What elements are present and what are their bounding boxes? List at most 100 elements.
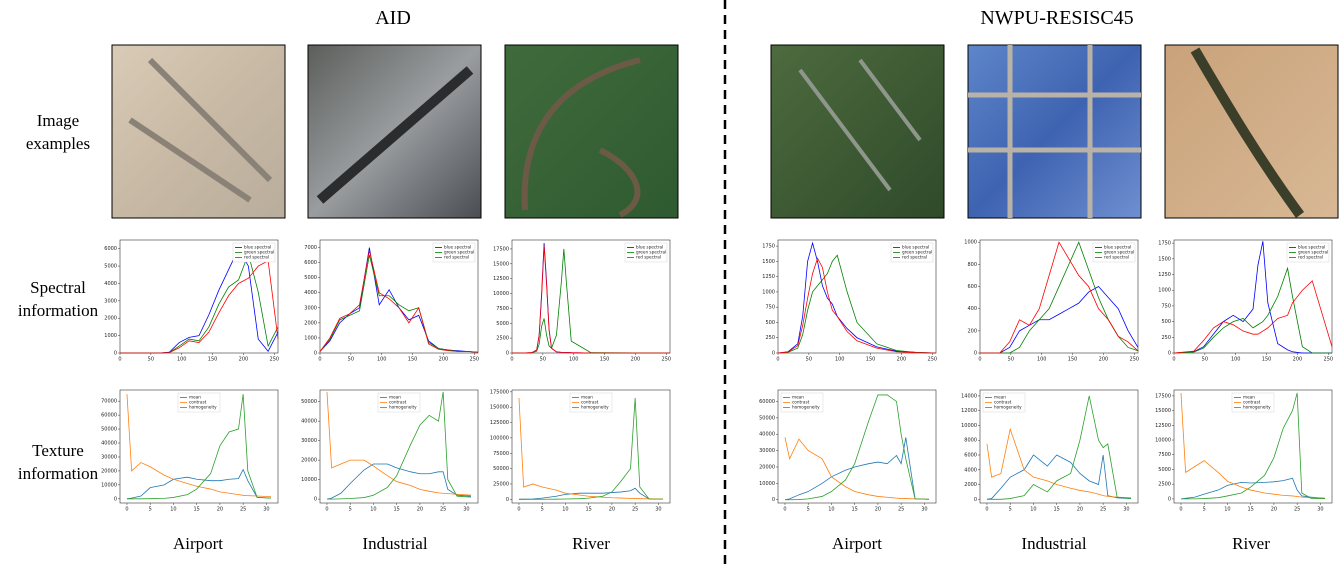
y-tick-label: 5000	[304, 275, 317, 281]
x-tick-label: 20	[1077, 507, 1083, 513]
y-tick-label: 4000	[104, 281, 117, 287]
legend-label: green spectral	[244, 250, 274, 255]
series-line	[120, 260, 279, 354]
y-tick-label: 60000	[101, 413, 117, 419]
y-tick-label: 25000	[493, 481, 509, 487]
y-tick-label: 14000	[961, 393, 977, 399]
y-tick-label: 12500	[1155, 423, 1171, 429]
x-tick-label: 15	[1053, 507, 1059, 513]
y-tick-label: 10000	[101, 482, 117, 488]
x-tick-label: 20	[217, 507, 223, 513]
y-tick-label: 0	[772, 497, 775, 503]
x-tick-label: 150	[208, 357, 218, 363]
legend-label: contrast	[792, 400, 810, 405]
series-line	[518, 487, 664, 500]
series-line	[326, 391, 472, 496]
y-tick-label: 8000	[964, 438, 977, 444]
y-tick-label: 6000	[304, 260, 317, 266]
y-tick-label: 7500	[1158, 452, 1171, 458]
legend-label: blue spectral	[444, 245, 471, 250]
y-tick-label: 0	[974, 351, 977, 357]
legend-box	[1286, 242, 1330, 263]
row-label: Image	[37, 111, 79, 130]
x-tick-label: 0	[1172, 357, 1175, 363]
y-tick-label: 1750	[1158, 241, 1171, 247]
x-tick-label: 0	[510, 357, 513, 363]
x-tick-label: 0	[125, 507, 128, 513]
y-tick-label: 600	[967, 284, 977, 290]
y-tick-label: 1500	[1158, 256, 1171, 262]
legend-box	[377, 392, 421, 413]
y-tick-label: 4000	[304, 290, 317, 296]
image-detail	[521, 57, 641, 218]
y-tick-label: 0	[114, 496, 117, 502]
x-tick-label: 30	[921, 507, 927, 513]
series-line	[980, 286, 1139, 354]
y-tick-label: 1500	[762, 259, 775, 265]
row-label: Spectral	[30, 278, 86, 297]
x-tick-label: 25	[1100, 507, 1106, 513]
dataset-title: AID	[375, 7, 411, 29]
y-tick-label: 800	[967, 262, 977, 268]
series-line	[986, 454, 1132, 500]
legend-label: red spectral	[444, 255, 469, 260]
y-tick-label: 200	[967, 328, 977, 334]
x-tick-label: 200	[1099, 357, 1109, 363]
series-line	[1180, 392, 1326, 500]
x-tick-label: 250	[662, 357, 672, 363]
legend-label: green spectral	[1104, 250, 1134, 255]
x-tick-label: 10	[170, 507, 176, 513]
y-tick-label: 50000	[759, 415, 775, 421]
legend-box	[232, 242, 276, 263]
series-line	[126, 394, 272, 498]
image-detail	[1190, 47, 1305, 218]
legend-label: green spectral	[902, 250, 932, 255]
x-tick-label: 0	[1179, 507, 1182, 513]
legend-label: homogeneity	[994, 405, 1022, 410]
series-line	[1173, 266, 1332, 354]
x-tick-label: 30	[1317, 507, 1323, 513]
y-tick-label: 0	[314, 497, 317, 503]
series-line	[326, 463, 472, 500]
series-line	[319, 254, 479, 353]
x-tick-label: 50	[148, 357, 154, 363]
legend-label: blue spectral	[636, 245, 663, 250]
y-tick-label: 7500	[496, 306, 509, 312]
image-detail	[316, 66, 474, 204]
x-tick-label: 20	[609, 507, 615, 513]
y-tick-label: 15000	[493, 261, 509, 267]
y-tick-label: 750	[765, 305, 775, 311]
dataset-title: NWPU-RESISC45	[980, 7, 1133, 29]
y-tick-label: 10000	[1155, 438, 1171, 444]
column-label: Airport	[832, 534, 882, 553]
x-tick-label: 150	[866, 357, 876, 363]
legend-box	[780, 392, 824, 413]
y-tick-label: 1750	[762, 244, 775, 250]
y-tick-label: 20000	[301, 458, 317, 464]
series-line	[784, 437, 930, 500]
series-line	[980, 241, 1139, 354]
y-tick-label: 500	[765, 320, 775, 326]
x-tick-label: 10	[1224, 507, 1230, 513]
image-example	[770, 44, 945, 219]
x-tick-label: 0	[325, 507, 328, 513]
row-label: information	[18, 464, 99, 483]
x-tick-label: 10	[562, 507, 568, 513]
image-examples	[111, 44, 1339, 219]
series-line	[512, 248, 671, 354]
legend-label: blue spectral	[902, 245, 929, 250]
series-line	[326, 391, 472, 500]
legend-label: contrast	[1243, 400, 1261, 405]
x-tick-label: 250	[928, 357, 938, 363]
x-tick-label: 25	[240, 507, 246, 513]
legend-label: mean	[994, 395, 1006, 400]
x-tick-label: 100	[177, 357, 187, 363]
x-tick-label: 50	[348, 357, 354, 363]
image-example	[504, 44, 679, 219]
x-tick-label: 200	[897, 357, 907, 363]
legend-box	[1092, 242, 1136, 263]
row-label: information	[18, 301, 99, 320]
series-line	[512, 245, 670, 354]
x-tick-label: 200	[631, 357, 641, 363]
series-line	[1173, 241, 1332, 354]
